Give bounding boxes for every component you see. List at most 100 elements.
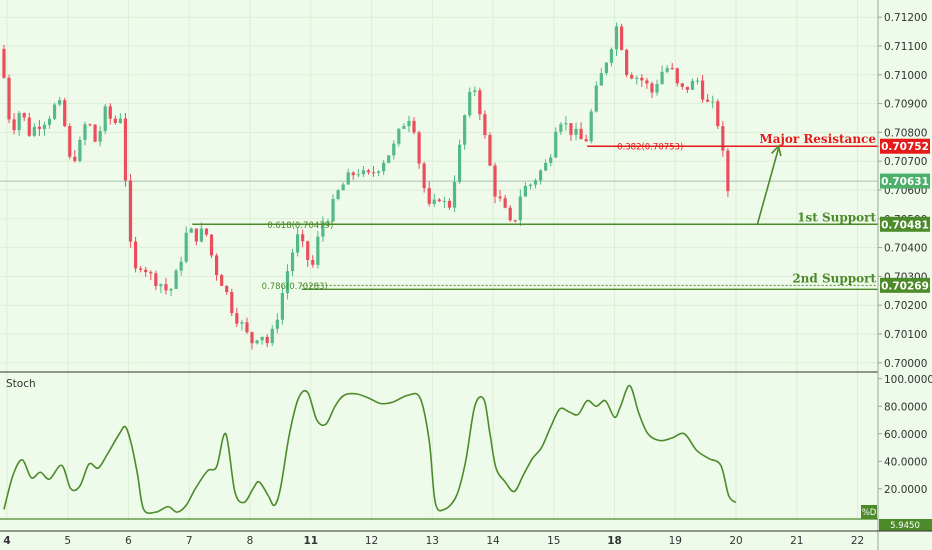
candle-body bbox=[93, 124, 97, 142]
candle-body bbox=[670, 68, 674, 70]
level-badge bbox=[880, 216, 930, 232]
candle-body bbox=[346, 172, 350, 185]
candle-body bbox=[235, 313, 239, 324]
candle-body bbox=[387, 155, 391, 163]
candle-body bbox=[549, 157, 553, 163]
date-tick-label: 20 bbox=[729, 535, 742, 547]
date-tick-label: 4 bbox=[3, 535, 10, 547]
candle-body bbox=[716, 101, 720, 127]
candle-body bbox=[22, 113, 26, 118]
level-badge bbox=[880, 138, 930, 154]
candle-body bbox=[280, 293, 284, 320]
candle-body bbox=[295, 234, 300, 253]
date-tick-label: 7 bbox=[186, 535, 193, 547]
candle-body bbox=[706, 99, 710, 102]
candle-body bbox=[17, 113, 21, 131]
candle-body bbox=[336, 190, 340, 200]
candle-body bbox=[437, 199, 441, 202]
candle-body bbox=[609, 49, 614, 63]
candle-body bbox=[2, 48, 6, 78]
price-tick-label: 0.70100 bbox=[884, 329, 927, 341]
candle-body bbox=[179, 261, 183, 271]
price-tick-label: 0.71200 bbox=[884, 12, 927, 24]
candle-body bbox=[108, 106, 112, 119]
candle-body bbox=[604, 62, 608, 74]
candle-body bbox=[225, 285, 229, 293]
candle-body bbox=[47, 118, 52, 125]
candle-body bbox=[680, 83, 684, 87]
candle-body bbox=[32, 126, 36, 136]
candle-body bbox=[118, 118, 122, 123]
current-price-badge: 0.70631 bbox=[880, 173, 930, 189]
date-tick-label: 14 bbox=[486, 535, 500, 547]
price-tick-label: 0.70700 bbox=[884, 156, 927, 168]
candle-body bbox=[144, 269, 148, 273]
candle-body bbox=[189, 228, 193, 233]
candle-body bbox=[650, 83, 654, 93]
date-tick-label: 18 bbox=[607, 535, 622, 547]
candle-body bbox=[392, 143, 396, 156]
candle-body bbox=[63, 100, 67, 127]
candle-body bbox=[7, 77, 11, 120]
candle-body bbox=[721, 126, 725, 151]
candle-body bbox=[52, 104, 57, 119]
candle-body bbox=[427, 188, 431, 204]
svg-text:%D: %D bbox=[862, 508, 877, 518]
candle-body bbox=[690, 80, 695, 90]
candle-body bbox=[412, 120, 416, 133]
time-axis: 4 5 6 7 8 11 12 13 14 15 18 19 20 21 22 bbox=[3, 535, 864, 547]
arrow-shaft bbox=[756, 148, 780, 226]
candle-body bbox=[660, 71, 664, 85]
candle-body bbox=[316, 236, 320, 265]
fib-label: 0.382(0.70753) bbox=[617, 143, 683, 153]
candlestick-series bbox=[2, 22, 730, 350]
candle-body bbox=[640, 77, 644, 81]
level-badge-text: 0.70269 bbox=[881, 280, 929, 292]
candle-body bbox=[174, 270, 178, 289]
arrow-head bbox=[771, 144, 782, 157]
level-label: 1st Support bbox=[797, 210, 876, 224]
candle-body bbox=[432, 199, 436, 204]
candle-body bbox=[240, 322, 244, 324]
candle-body bbox=[73, 156, 77, 161]
candle-body bbox=[498, 196, 502, 199]
candle-body bbox=[655, 84, 659, 93]
stoch-bottom-badge: 5.9450 bbox=[879, 519, 932, 531]
candle-body bbox=[417, 132, 421, 164]
candle-body bbox=[594, 85, 598, 112]
candle-body bbox=[452, 181, 457, 208]
date-tick-label: 13 bbox=[426, 535, 439, 547]
candle-body bbox=[473, 90, 477, 92]
candle-body bbox=[270, 328, 274, 344]
stoch-legend-tag: %D bbox=[861, 505, 877, 519]
candle-body bbox=[518, 196, 522, 221]
candle-body bbox=[503, 198, 507, 208]
candle-body bbox=[255, 340, 259, 344]
candle-body bbox=[700, 80, 705, 100]
price-tick-label: 0.70800 bbox=[884, 127, 927, 139]
level-badge-text: 0.70481 bbox=[881, 219, 929, 231]
date-tick-label: 19 bbox=[669, 535, 682, 547]
candle-body bbox=[58, 100, 62, 105]
candle-body bbox=[260, 336, 264, 341]
candle-body bbox=[523, 185, 527, 197]
candle-body bbox=[726, 150, 730, 192]
stoch-tick-label: 60.0000 bbox=[884, 429, 927, 441]
candle-body bbox=[508, 207, 512, 221]
price-tick-label: 0.70900 bbox=[884, 99, 927, 111]
level-badge-text: 0.70752 bbox=[881, 141, 929, 153]
candle-body bbox=[103, 106, 107, 131]
candle-body bbox=[351, 172, 355, 176]
candle-body bbox=[645, 80, 649, 84]
candle-body bbox=[371, 172, 376, 174]
candle-body bbox=[614, 26, 619, 50]
candle-body bbox=[209, 234, 214, 256]
price-gridlines bbox=[0, 0, 878, 519]
fib-label: 0.786(0.70283) bbox=[262, 282, 328, 292]
candle-body bbox=[123, 118, 128, 181]
price-tick-label: 0.71100 bbox=[884, 41, 927, 53]
candle-body bbox=[88, 124, 92, 126]
date-tick-label: 21 bbox=[790, 535, 803, 547]
candle-body bbox=[159, 284, 163, 286]
